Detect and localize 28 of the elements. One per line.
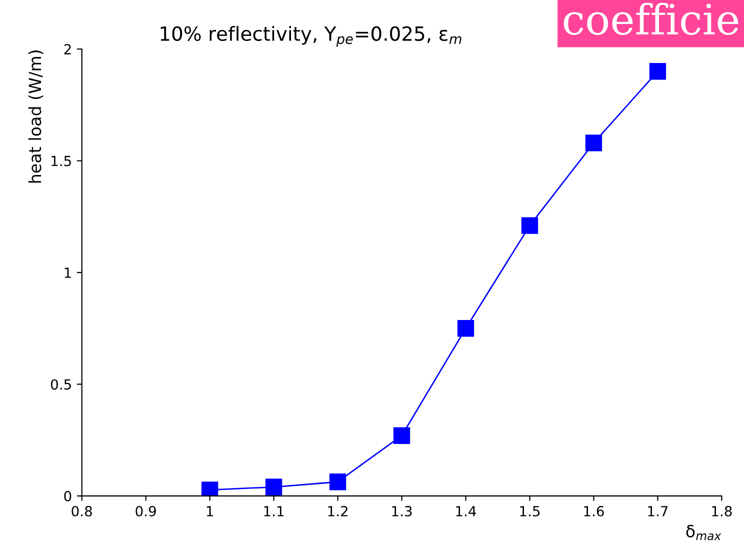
y-tick-label: 2: [64, 44, 71, 54]
y-tick-label: 1: [64, 268, 71, 278]
point: [457, 320, 474, 337]
point: [585, 134, 602, 152]
x-tick-label: 1.8: [712, 506, 732, 516]
x-tick-label: 1: [206, 506, 213, 516]
x-tick-label: 1.1: [264, 506, 284, 516]
y-tick-label: 0.5: [50, 379, 71, 390]
point: [521, 217, 538, 234]
y-axis-title: heat load (W/m): [28, 50, 44, 183]
point: [329, 474, 346, 490]
point: [201, 482, 218, 496]
text: coefficie: [564, 2, 738, 35]
point: [649, 63, 666, 80]
x-tick-label: 1.7: [648, 506, 668, 516]
x-tick-label: 1.6: [584, 506, 604, 516]
x-tick-label: 1.4: [456, 506, 476, 516]
point: [265, 478, 282, 496]
y-tick-label: 1.5: [52, 156, 71, 166]
y-tick-label: 0: [64, 490, 72, 502]
x-tick-label: 1.5: [520, 506, 540, 516]
x-tick-label: 0.8: [72, 506, 92, 516]
x-axis-title: δ$_{max}$: [686, 524, 722, 540]
x-tick-label: 1.3: [392, 506, 412, 516]
x-tick-label: 0.9: [136, 506, 156, 516]
chart-title: 10% reflectivity, Y$_{pe}$=0.025, ε$_{m}$: [160, 26, 462, 47]
x-tick-label: 1.2: [328, 506, 348, 516]
point: [393, 427, 410, 444]
